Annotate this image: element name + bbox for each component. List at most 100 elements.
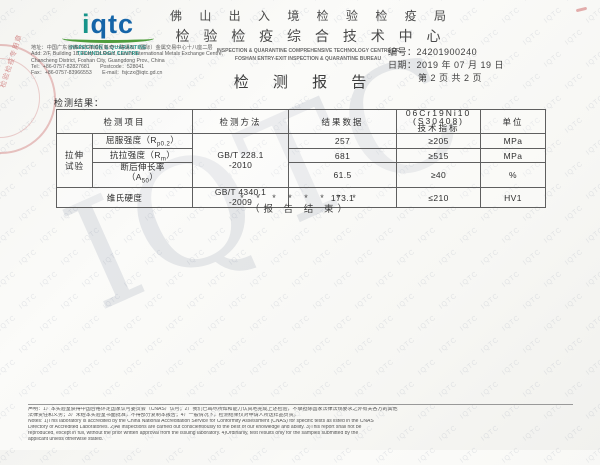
micro-watermark-text: IQTC [123,270,144,289]
micro-watermark-text: IQTC [501,446,522,465]
method-tensile: GB/T 228.1 -2010 [192,132,290,189]
item-yield-strength: 屈服强度（Rp0.2） [91,133,194,149]
micro-watermark-text: IQTC [81,446,102,465]
micro-watermark-text: IQTC [417,358,438,377]
item-tensile-sub: m [160,156,167,163]
header-test-method: 检测方法 [192,109,290,134]
micro-watermark-text: IQTC [18,0,39,3]
footer-note-en-line3: reproduced, except in full, without the … [28,430,359,436]
footer-note-cn-line2: 法律责任和义务；3）未经本实验室书面批准，不得部分复制本报告；4）一般情况下，检… [28,412,299,418]
micro-watermark-text: IQTC [102,380,123,399]
micro-watermark-text: IQTC [18,292,39,311]
micro-watermark-text: IQTC [585,6,600,25]
micro-watermark-text: IQTC [102,292,123,311]
micro-watermark-text: IQTC [0,182,18,201]
micro-watermark-text: IQTC [459,446,480,465]
bureau-name-cn: 佛 山 出 入 境 检 验 检 疫 局 [169,9,453,23]
micro-watermark-text: IQTC [312,336,333,355]
micro-watermark-text: IQTC [249,358,270,377]
micro-watermark-text: IQTC [354,336,375,355]
item-yield-sub: p0.2 [156,141,171,148]
logo-tagline-line1: INSPECTION & QUARANTINE [69,45,147,51]
micro-watermark-text: IQTC [270,336,291,355]
micro-watermark-text: IQTC [207,226,228,245]
micro-watermark-text: IQTC [81,270,102,289]
micro-watermark-text: IQTC [438,380,459,399]
unit-yield-strength: MPa [480,133,547,149]
micro-watermark-text: IQTC [543,446,564,465]
spec-uns: (S30408) [413,115,464,126]
table-row-vickers-hardness: 维氏硬度 GB/T 4340.1 -2009 173.1 ≤210 HV1 [55,187,547,209]
bureau-name-en-line2: FOSHAN ENTRY-EXIT INSPECTION & QUARANTIN… [234,56,382,62]
results-section-label: 检测结果： [54,98,105,108]
micro-watermark-text: IQTC [18,204,39,223]
micro-watermark-text: IQTC [102,0,123,3]
micro-watermark-text: IQTC [186,248,207,267]
micro-watermark-text: IQTC [0,226,18,245]
header-result-data: 结果数据 [288,109,398,134]
item-yield-pre: 屈服强度（R [105,135,157,145]
micro-watermark-text: IQTC [39,446,60,465]
micro-watermark-text: IQTC [585,402,600,421]
micro-watermark-text: IQTC [102,336,123,355]
header-test-item: 检测项目 [55,109,194,134]
micro-watermark-text: IQTC [333,358,354,377]
micro-watermark-text: IQTC [291,270,312,289]
micro-watermark-text: IQTC [270,292,291,311]
spec-grade: 06Cr19Ni10 [405,108,472,119]
spec-label: 技术指标 [417,123,460,134]
micro-watermark-text: IQTC [438,248,459,267]
spec-tensile-strength: ≥515 [396,147,482,164]
micro-watermark-text: IQTC [459,358,480,377]
micro-watermark-text: IQTC [228,248,249,267]
method-tensile-std: GB/T 228.1 [217,150,264,161]
micro-watermark-text: IQTC [564,28,585,47]
micro-watermark-text: IQTC [438,292,459,311]
micro-watermark-text: IQTC [165,358,186,377]
micro-watermark-text: IQTC [186,380,207,399]
micro-watermark-text: IQTC [249,226,270,245]
micro-watermark-text: IQTC [165,446,186,465]
micro-watermark-text: IQTC [312,248,333,267]
micro-watermark-text: IQTC [459,270,480,289]
micro-watermark-text: IQTC [165,314,186,333]
logo-swoosh-icon [62,34,154,43]
micro-watermark-text: IQTC [249,314,270,333]
micro-watermark-text: IQTC [480,248,501,267]
item-elongation-post: ） [149,171,159,182]
micro-watermark-text: IQTC [564,292,585,311]
doc-number-line: 编号：24201900240 [388,46,504,59]
end-of-report-label: （报 告 结 束） [250,204,351,215]
method-hardness-std: GB/T 4340.1 [214,187,267,198]
micro-watermark-text: IQTC [585,50,600,69]
item-elongation: 断后伸长率 （A50） [91,162,194,189]
micro-watermark-text: IQTC [249,270,270,289]
micro-watermark-text: IQTC [543,226,564,245]
micro-watermark-text: IQTC [165,270,186,289]
item-tensile-post: ） [166,149,176,160]
micro-watermark-text: IQTC [480,336,501,355]
method-tensile-year: -2010 [228,159,253,170]
micro-watermark-text: IQTC [522,248,543,267]
micro-watermark-text: IQTC [18,160,39,179]
micro-watermark-text: IQTC [585,314,600,333]
fax-email-line: Fax：+86-0757-83966553 E-mail：fsjczx@iqtc… [31,70,163,77]
micro-watermark-text: IQTC [228,380,249,399]
micro-watermark-text: IQTC [144,380,165,399]
micro-watermark-text: IQTC [501,50,522,69]
item-elongation-pre: （A [126,171,142,182]
micro-watermark-text: IQTC [501,314,522,333]
unit-vickers-hardness: HV1 [480,187,547,209]
micro-watermark-text: IQTC [543,50,564,69]
micro-watermark-text: IQTC [417,226,438,245]
micro-watermark-text: IQTC [102,248,123,267]
micro-watermark-text: IQTC [0,446,18,465]
micro-watermark-text: IQTC [186,292,207,311]
micro-watermark-text: IQTC [375,226,396,245]
micro-watermark-text: IQTC [186,0,207,3]
result-yield-strength: 257 [288,133,398,149]
logo-letters-qtc: qtc [90,9,134,39]
footer-notes: 声明：1）本实验室获得中国合格评定国家认可委员会（CNAS）认可；2）我们已竭尽… [28,404,573,442]
micro-watermark-text: IQTC [396,380,417,399]
